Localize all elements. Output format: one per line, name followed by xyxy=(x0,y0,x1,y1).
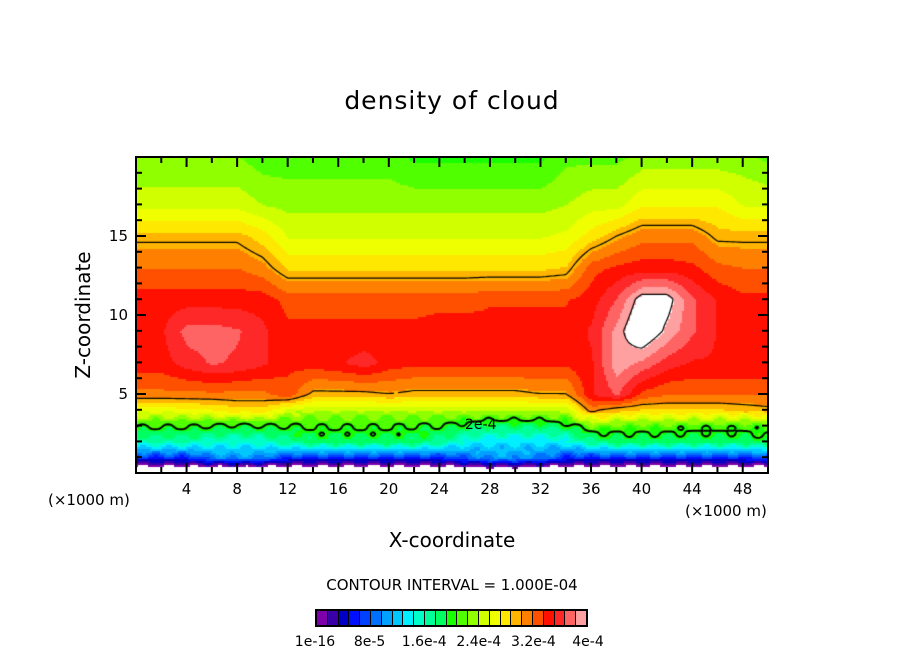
colorbar-swatch xyxy=(576,611,586,625)
x-tick-label: 12 xyxy=(278,480,298,498)
y-axis-label: Z-coordinate xyxy=(71,251,95,379)
colorbar-swatch xyxy=(327,611,339,625)
colorbar-swatch xyxy=(565,611,577,625)
colorbar-label: 1e-16 xyxy=(294,634,336,650)
colorbar-swatch xyxy=(500,611,512,625)
colorbar-label: 8e-5 xyxy=(353,634,386,650)
x-tick-label: 4 xyxy=(181,480,192,498)
x-axis-label: X-coordinate xyxy=(388,528,516,552)
colorbar-swatch xyxy=(392,611,404,625)
colorbar-swatch xyxy=(403,611,415,625)
y-tick-label: 5 xyxy=(118,385,128,403)
y-tick-label: 10 xyxy=(108,306,128,324)
plot-frame xyxy=(135,156,769,474)
colorbar-swatch xyxy=(360,611,371,625)
colorbar-swatch xyxy=(468,611,479,625)
colorbar-swatch xyxy=(317,611,328,625)
contour-interval-text: CONTOUR INTERVAL = 1.000E-04 xyxy=(326,576,578,594)
x-tick-label: 40 xyxy=(632,480,652,498)
colorbar-swatch xyxy=(554,611,566,625)
colorbar-swatch xyxy=(349,611,361,625)
colorbar-swatch xyxy=(381,611,393,625)
x-unit-left: (×1000 m) xyxy=(48,491,130,509)
x-tick-label: 36 xyxy=(581,480,601,498)
x-unit-right: (×1000 m) xyxy=(685,502,767,520)
x-tick-label: 32 xyxy=(530,480,551,498)
colorbar-swatch xyxy=(457,611,469,625)
colorbar-swatch xyxy=(338,611,350,625)
colorbar-label: 1.6e-4 xyxy=(401,634,447,650)
x-tick-label: 8 xyxy=(232,480,242,498)
colorbar-swatch xyxy=(435,611,447,625)
colorbar-swatch xyxy=(424,611,436,625)
colorbar-swatch xyxy=(370,611,382,625)
colorbar-label: 4e-4 xyxy=(572,634,604,650)
filled-contour-plot xyxy=(136,157,768,473)
y-tick-label: 15 xyxy=(108,227,128,245)
colorbar-swatch xyxy=(446,611,458,625)
x-tick-label: 48 xyxy=(733,480,753,498)
x-tick-label: 20 xyxy=(379,480,399,498)
colorbar-swatch xyxy=(414,611,425,625)
colorbar-swatch xyxy=(532,611,544,625)
colorbar-swatch xyxy=(543,611,555,625)
contour-label: 2e-4 xyxy=(465,417,497,433)
chart-title: density of cloud xyxy=(344,86,560,115)
colorbar-label: 3.2e-4 xyxy=(510,634,556,650)
colorbar-swatch xyxy=(478,611,490,625)
colorbar xyxy=(315,609,588,627)
colorbar-label: 2.4e-4 xyxy=(456,634,502,650)
colorbar-swatch xyxy=(522,611,533,625)
colorbar-swatch xyxy=(511,611,523,625)
x-tick-label: 28 xyxy=(480,480,500,498)
x-tick-label: 44 xyxy=(682,480,702,498)
x-tick-label: 16 xyxy=(328,480,348,498)
x-tick-label: 24 xyxy=(429,480,449,498)
colorbar-swatch xyxy=(489,611,501,625)
